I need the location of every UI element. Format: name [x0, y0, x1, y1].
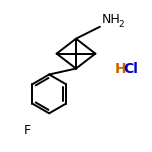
- Text: H: H: [115, 62, 126, 76]
- Text: 2: 2: [119, 20, 124, 29]
- Text: F: F: [24, 124, 31, 137]
- Text: NH: NH: [101, 13, 120, 26]
- Text: Cl: Cl: [123, 62, 138, 76]
